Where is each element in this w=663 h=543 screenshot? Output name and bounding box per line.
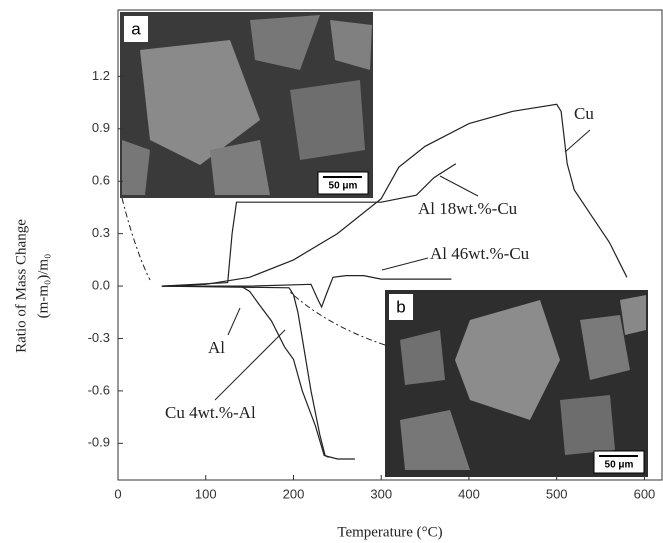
annotation-arrow [440,176,478,196]
x-tick-label: 400 [458,486,480,501]
x-tick-label: 600 [634,486,656,501]
y-tick-label: -0.6 [88,382,110,397]
x-axis-label: Temperature (°C) [337,524,442,540]
y-tick-label: -0.9 [88,435,110,450]
inset-b: b 50 μm [385,290,648,477]
series-annotation: Al 18wt.%-Cu [418,199,518,218]
data-line [162,286,329,457]
y-axis-label: Ratio of Mass Change [13,219,29,353]
inset-a: a 50 μm [120,12,373,198]
y-tick-label: 1.2 [92,68,110,83]
y-tick-label: 0.6 [92,173,110,188]
annotation-arrow [382,258,428,270]
inset-pointer [290,292,385,345]
scale-bar-label: 50 μm [329,181,358,192]
series-annotation: Cu [574,104,594,123]
particle [560,395,615,455]
series-annotation: Al 46wt.%-Cu [430,244,530,263]
chart: Temperature (°C) Ratio of Mass Change (m… [0,0,663,543]
y-tick-label: -0.3 [88,330,110,345]
y-tick-label: 0.3 [92,225,110,240]
particle [210,140,270,195]
inset-label: b [396,297,405,316]
series-annotation: Cu 4wt.%-Al [165,403,256,422]
x-tick-label: 200 [283,486,305,501]
inset-label: a [131,19,141,38]
y-tick-label: 0.0 [92,277,110,292]
x-tick-label: 300 [370,486,392,501]
annotation-arrow [215,330,285,400]
scale-bar-label: 50 μm [605,460,634,471]
annotation-arrow [228,308,240,335]
y-tick-label: 0.9 [92,120,110,135]
x-tick-label: 0 [114,486,121,501]
y-axis-label: (m-m₀)/m₀ [35,254,51,319]
x-tick-label: 100 [195,486,217,501]
x-tick-label: 500 [546,486,568,501]
data-line [162,286,355,459]
inset-pointer [122,198,150,280]
annotation-arrow [565,130,590,152]
series-annotation: Al [208,338,225,357]
particle [290,80,365,160]
